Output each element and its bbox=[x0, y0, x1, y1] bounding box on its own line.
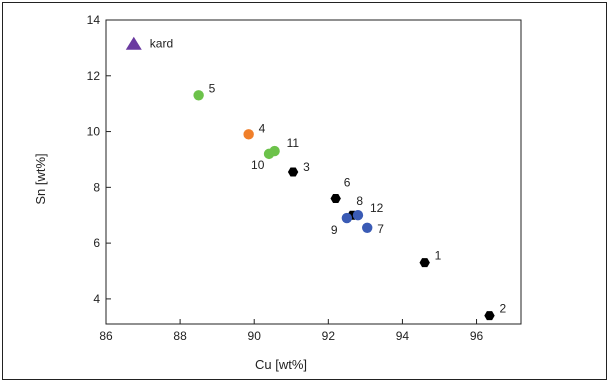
y-tick-label: 10 bbox=[87, 125, 101, 139]
y-tick-label: 6 bbox=[93, 236, 100, 250]
chart-frame: 86 88 90 92 94 96 4 6 8 10 12 14 1 2 3 4 5 6 7 8 9 10 11 12 kar… bbox=[2, 2, 607, 380]
data-label-6: 6 bbox=[344, 175, 351, 189]
data-point-6 bbox=[330, 194, 341, 203]
plot-area-border bbox=[105, 19, 522, 325]
data-point-12 bbox=[352, 210, 364, 221]
y-tick-label: 4 bbox=[93, 292, 100, 306]
data-label-4: 4 bbox=[259, 121, 266, 135]
data-label-5: 5 bbox=[209, 81, 216, 95]
y-tick-label: 12 bbox=[87, 69, 101, 83]
y-tick-label: 8 bbox=[93, 180, 100, 194]
legend-marker-kard bbox=[125, 36, 142, 50]
data-label-8: 8 bbox=[356, 194, 363, 208]
data-point-1 bbox=[419, 258, 430, 268]
data-point-3 bbox=[287, 167, 299, 177]
data-label-2: 2 bbox=[500, 302, 507, 316]
x-tick-label: 96 bbox=[470, 329, 484, 343]
data-label-12: 12 bbox=[370, 201, 384, 215]
data-point-11 bbox=[269, 145, 280, 157]
x-tick-label: 86 bbox=[99, 329, 113, 343]
y-axis-label: Sn [wt%] bbox=[33, 153, 48, 204]
data-marks bbox=[125, 36, 495, 321]
data-point-5 bbox=[193, 90, 204, 101]
data-point-9 bbox=[341, 212, 353, 224]
data-label-9: 9 bbox=[331, 223, 338, 237]
data-label-10: 10 bbox=[251, 158, 265, 172]
legend-label-kard: kard bbox=[150, 37, 173, 51]
data-point-2 bbox=[484, 311, 495, 321]
x-tick-label: 88 bbox=[173, 329, 187, 343]
data-label-11: 11 bbox=[287, 136, 300, 150]
data-label-7: 7 bbox=[377, 222, 384, 236]
y-tick-label: 14 bbox=[87, 13, 101, 27]
data-label-1: 1 bbox=[435, 249, 442, 263]
x-axis-label: Cu [wt%] bbox=[255, 357, 307, 372]
x-tick-label: 90 bbox=[248, 329, 262, 343]
data-point-4 bbox=[243, 129, 254, 140]
x-tick-label: 94 bbox=[396, 329, 410, 343]
data-point-7 bbox=[362, 222, 373, 233]
x-tick-label: 92 bbox=[322, 329, 336, 343]
data-label-3: 3 bbox=[303, 160, 310, 174]
